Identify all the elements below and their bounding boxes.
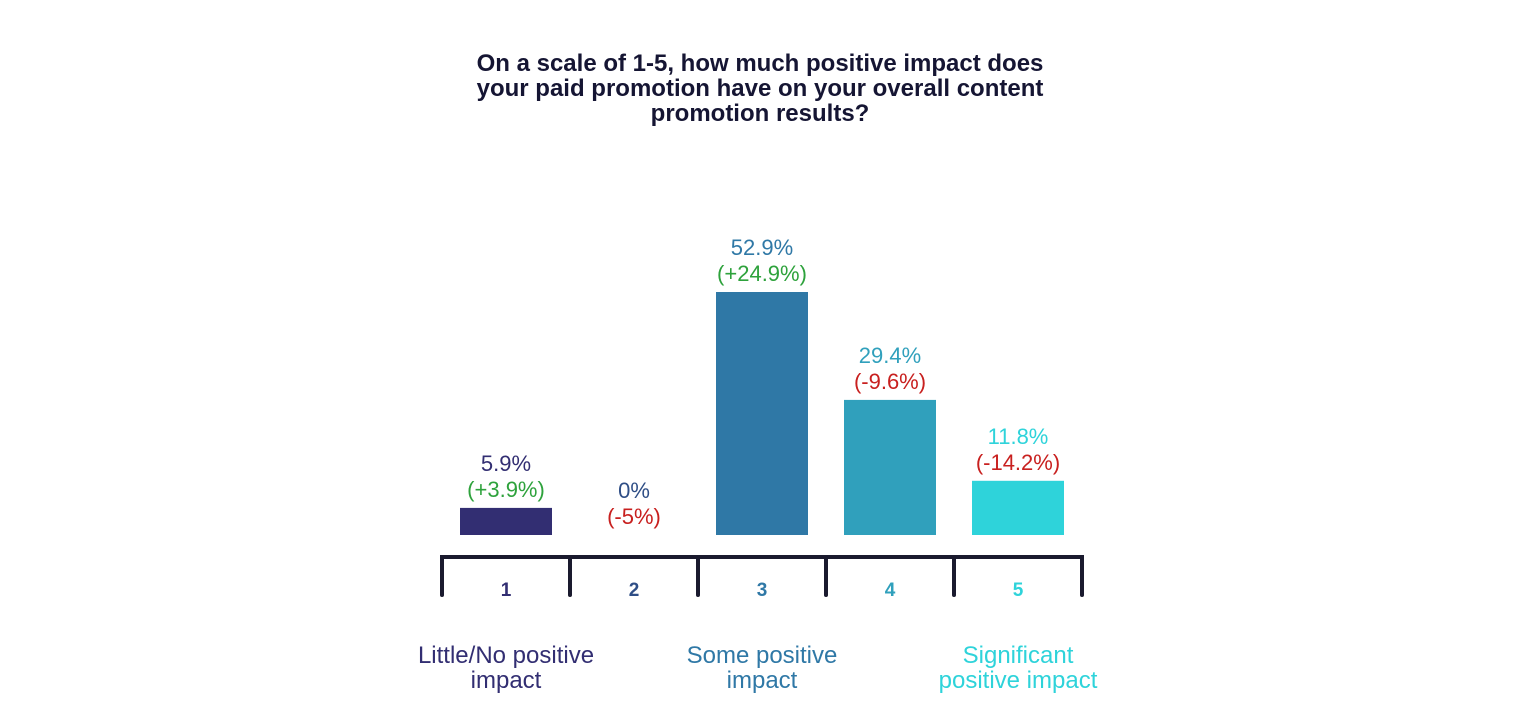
change-label-3: (+24.9%): [717, 261, 807, 286]
value-label-4: 29.4%: [859, 343, 921, 368]
bar-1: [460, 507, 552, 535]
change-label-5: (-14.2%): [976, 450, 1060, 475]
tick-label-2: 2: [629, 580, 640, 601]
scale-label-5-line-1: Significant: [963, 642, 1074, 669]
bar-labels-group: 5.9%(+3.9%) 0%(-5%) 52.9%(+24.9%) 29.4%(-9.…: [467, 235, 1060, 529]
tick-label-3: 3: [757, 580, 768, 601]
value-label-5: 11.8%: [988, 424, 1049, 449]
chart-title-line-1: On a scale of 1-5, how much positive imp…: [477, 50, 1044, 77]
scale-label-1-line-1: Little/No positive: [418, 642, 594, 669]
scale-label-3-line-2: impact: [727, 667, 798, 694]
bar-4: [844, 399, 936, 535]
x-axis: 1 2 3 4 5: [440, 555, 1084, 601]
value-label-2: 0%: [618, 478, 650, 503]
scale-label-5-line-2: positive impact: [939, 667, 1098, 694]
bars-group: [460, 292, 1064, 535]
scale-label-3-line-1: Some positive: [687, 642, 838, 669]
value-label-3: 52.9%: [731, 235, 793, 260]
bar-5: [972, 480, 1064, 535]
change-label-1: (+3.9%): [467, 477, 545, 502]
change-label-2: (-5%): [607, 504, 661, 529]
chart-title: On a scale of 1-5, how much positive imp…: [477, 50, 1044, 127]
tick-label-1: 1: [501, 580, 512, 601]
tick-label-5: 5: [1013, 580, 1024, 601]
chart-title-line-3: promotion results?: [651, 100, 870, 127]
bar-3: [716, 292, 808, 535]
change-label-4: (-9.6%): [854, 369, 926, 394]
chart-title-line-2: your paid promotion have on your overall…: [477, 75, 1044, 102]
scale-label-1-line-2: impact: [471, 667, 542, 694]
value-label-1: 5.9%: [481, 451, 531, 476]
tick-label-4: 4: [885, 580, 896, 601]
